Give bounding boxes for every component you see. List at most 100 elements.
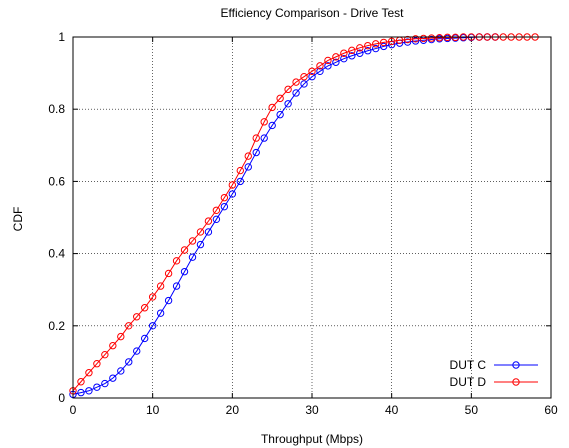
y-tick-label: 0.4 [48,247,65,261]
y-tick-label: 0.6 [48,174,65,188]
data-point [101,350,109,359]
data-point [109,374,117,382]
data-point [411,35,420,43]
data-point [348,52,356,60]
data-point [93,360,101,368]
data-point [156,309,165,317]
data-point [340,54,348,63]
y-tick-label: 0 [58,391,65,405]
data-point [427,34,436,42]
data-point [356,44,364,52]
y-tick-label: 0.2 [48,319,65,333]
x-tick-label: 20 [226,403,240,417]
data-point [77,388,85,397]
data-point [308,67,316,76]
series-dut-d [69,33,539,395]
data-point [117,367,125,375]
data-point [196,228,205,236]
legend: DUT C DUT D [450,358,538,389]
data-point [252,134,260,142]
legend-marker-swatch [512,378,520,386]
data-point [244,152,252,160]
data-point [260,134,268,142]
data-point [380,38,388,47]
data-point [364,41,372,50]
series-line [72,36,496,395]
y-tick-label: 1 [58,30,65,44]
series-line [72,36,536,392]
y-tick-label: 0.8 [48,102,65,116]
x-tick-label: 10 [146,403,160,417]
data-point [188,237,197,245]
data-point [244,163,252,171]
data-point [188,253,197,261]
data-point [292,78,300,86]
data-point [236,166,245,175]
data-point [316,67,324,76]
data-point [148,322,157,330]
axis-ticks: 0 10 20 30 40 50 60 0 0.2 0.4 0.6 0.8 1 [48,30,558,417]
data-point [308,73,316,81]
data-point [372,44,380,53]
grid [73,37,551,398]
data-point [141,334,149,343]
legend-item: DUT C [450,358,538,372]
data-point [172,257,181,265]
data-point [236,177,245,186]
data-point [141,304,149,312]
plot-frame [72,36,552,399]
data-point [332,53,340,61]
data-point [324,62,332,70]
data-point [133,347,141,355]
y-axis-label: CDF [11,207,25,232]
data-point [156,282,165,290]
data-point [180,246,189,254]
data-point [204,217,213,225]
data-point [284,85,292,94]
data-point [372,40,380,48]
data-point [268,121,276,130]
data-point [316,62,324,70]
data-point [260,118,268,126]
data-point [212,215,221,224]
data-point [300,80,308,88]
data-point [196,240,205,249]
x-tick-label: 60 [544,403,558,417]
data-point [403,38,412,46]
data-point [356,49,364,57]
data-point [164,269,173,278]
series-dut-c [69,33,499,399]
data-point [228,181,237,189]
legend-item: DUT D [450,375,538,389]
data-point [109,341,117,350]
data-point [276,110,284,119]
x-tick-label: 0 [70,403,77,417]
data-point [228,190,237,198]
data-point [172,282,181,290]
data-point [220,193,229,202]
data-point [364,47,372,55]
data-point [133,313,141,321]
data-point [252,148,260,157]
data-point [387,37,396,46]
data-point [101,379,109,388]
data-point [419,34,428,43]
data-point [380,42,388,51]
data-point [180,267,189,276]
data-point [117,332,125,341]
x-tick-label: 30 [305,403,319,417]
data-point [77,378,85,386]
data-point [148,293,157,301]
data-point [411,37,420,45]
data-point [204,228,213,236]
data-point [348,46,356,55]
data-point [220,202,229,211]
legend-marker-swatch [512,361,520,369]
data-point [85,387,93,395]
data-point [212,206,221,214]
x-tick-label: 50 [465,403,479,417]
x-axis-label: Throughput (Mbps) [261,432,363,446]
data-point [276,94,284,103]
legend-label: DUT C [450,358,487,372]
